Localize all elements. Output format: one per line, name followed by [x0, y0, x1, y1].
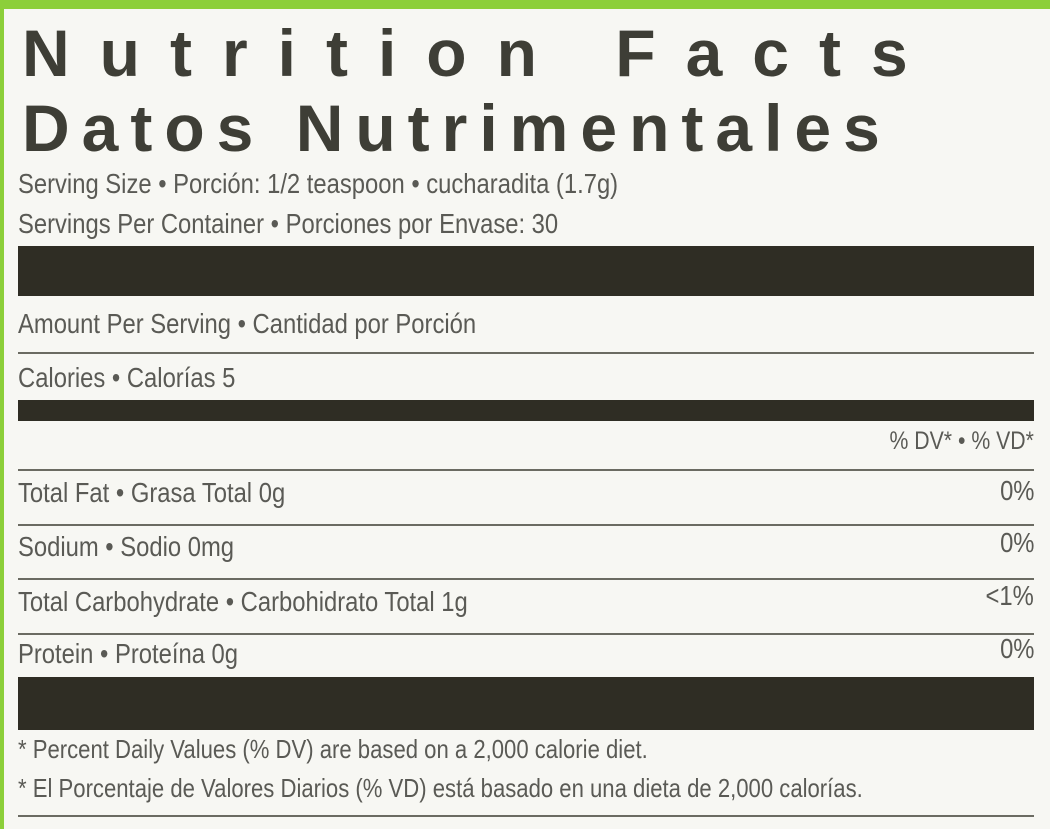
dv-protein: 0% — [999, 633, 1034, 664]
serving-size: Serving Size • Porción: 1/2 teaspoon • c… — [18, 168, 619, 199]
dv-total-carbohydrate: <1% — [985, 580, 1034, 611]
divider — [18, 524, 1034, 526]
thick-divider — [18, 677, 1034, 730]
footnote-english: * Percent Daily Values (% DV) are based … — [18, 734, 648, 764]
servings-per-container: Servings Per Container • Porciones por E… — [18, 208, 559, 239]
divider — [18, 578, 1034, 580]
label-border-top — [0, 0, 1050, 9]
amount-per-serving: Amount Per Serving • Cantidad por Porció… — [18, 308, 477, 339]
nutrient-total-carbohydrate: Total Carbohydrate • Carbohidrato Total … — [18, 586, 468, 617]
dv-header: % DV* • % VD* — [889, 427, 1034, 455]
divider — [18, 815, 1034, 817]
title-english: Nutrition Facts — [22, 16, 938, 90]
medium-divider — [18, 400, 1034, 421]
calories: Calories • Calorías 5 — [18, 362, 236, 393]
nutrient-sodium: Sodium • Sodio 0mg — [18, 531, 235, 562]
label-border-left — [0, 0, 4, 829]
footnote-spanish: * El Porcentaje de Valores Diarios (% VD… — [18, 773, 863, 803]
nutrient-total-fat: Total Fat • Grasa Total 0g — [18, 477, 286, 508]
divider — [18, 633, 1034, 635]
dv-sodium: 0% — [999, 527, 1034, 558]
thick-divider — [18, 246, 1034, 296]
title-spanish: Datos Nutrimentales — [22, 91, 892, 165]
nutrient-protein: Protein • Proteína 0g — [18, 638, 239, 669]
divider — [18, 352, 1034, 354]
divider — [18, 469, 1034, 471]
dv-total-fat: 0% — [999, 475, 1034, 506]
